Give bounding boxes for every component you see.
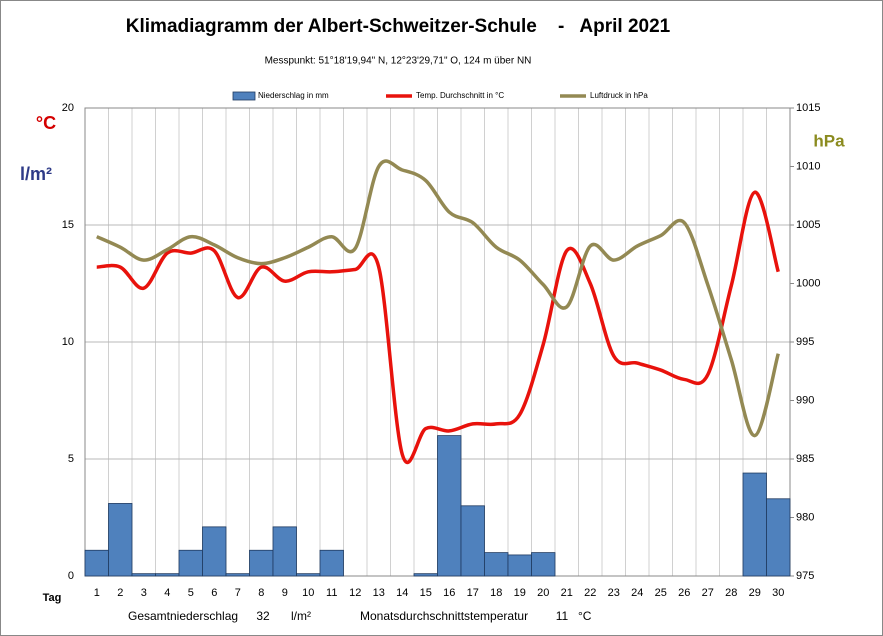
y-tick-label: 20 — [62, 102, 74, 114]
x-tick-label: 4 — [164, 587, 170, 599]
x-tick-label: 21 — [561, 587, 573, 599]
bar — [155, 573, 180, 577]
x-tick-label: 25 — [655, 587, 667, 599]
bar — [460, 505, 485, 577]
x-tick-label: 5 — [188, 587, 194, 599]
summary-label: Gesamtniederschlag — [128, 609, 238, 623]
x-tick-label: 22 — [584, 587, 596, 599]
x-tick-label: 2 — [117, 587, 123, 599]
legend-swatch — [232, 91, 256, 101]
bar — [742, 472, 767, 577]
y2-tick-label: 1015 — [796, 102, 820, 114]
y2-tick-label: 1010 — [796, 160, 820, 172]
x-tick-label: 12 — [349, 587, 361, 599]
bar — [131, 573, 156, 577]
y2-tick-label: 980 — [796, 511, 814, 523]
x-tick-label: 28 — [725, 587, 737, 599]
bar — [484, 552, 509, 577]
summary-value: 11 — [556, 609, 569, 623]
chart-subtitle: Messpunkt: 51°18'19,94" N, 12°23'29,71" … — [265, 56, 532, 67]
x-tick-label: 11 — [326, 587, 337, 599]
bar — [296, 573, 321, 577]
x-tick-label: 16 — [443, 587, 455, 599]
x-tick-label: 30 — [772, 587, 784, 599]
legend-label: Niederschlag in mm — [258, 91, 329, 100]
bar — [531, 552, 556, 577]
summary-label: Monatsdurchschnittstemperatur — [360, 609, 528, 623]
y2-tick-label: 985 — [796, 453, 814, 465]
summary-value: 32 — [256, 609, 270, 623]
bar — [319, 549, 344, 577]
y-axis-label: l/m² — [20, 164, 52, 184]
bar — [225, 573, 250, 577]
bar — [413, 573, 438, 577]
x-tick-label: 24 — [631, 587, 643, 599]
bar — [202, 526, 227, 577]
bar — [437, 435, 462, 577]
y-tick-label: 15 — [62, 219, 74, 231]
bar — [766, 498, 791, 577]
bar — [507, 554, 532, 577]
x-tick-label: 17 — [467, 587, 479, 599]
legend-label: Luftdruck in hPa — [590, 91, 648, 100]
x-tick-label: 15 — [420, 587, 432, 599]
bar — [178, 549, 203, 577]
x-tick-label: 7 — [235, 587, 241, 599]
x-tick-label: 9 — [282, 587, 288, 599]
bar — [249, 549, 274, 577]
bar — [272, 526, 297, 577]
x-tick-label: 14 — [396, 587, 408, 599]
y-tick-label: 10 — [62, 336, 74, 348]
x-tick-label: 27 — [702, 587, 714, 599]
x-tick-label: 8 — [258, 587, 264, 599]
x-tick-label: 19 — [514, 587, 526, 599]
chart-title: Klimadiagramm der Albert-Schweitzer-Schu… — [126, 16, 671, 37]
bar — [108, 503, 133, 577]
x-tick-label: 20 — [537, 587, 549, 599]
y2-tick-label: 990 — [796, 394, 814, 406]
line — [96, 159, 780, 438]
y-axis-label: °C — [36, 113, 56, 133]
x-tick-label: 26 — [678, 587, 690, 599]
x-axis-label: Tag — [43, 592, 62, 604]
y2-tick-label: 995 — [796, 336, 814, 348]
x-tick-label: 10 — [302, 587, 314, 599]
y-tick-label: 5 — [68, 453, 74, 465]
x-tick-label: 13 — [373, 587, 385, 599]
line — [96, 190, 780, 465]
y2-tick-label: 1000 — [796, 277, 820, 289]
legend-label: Temp. Durchschnitt in °C — [416, 91, 504, 100]
x-tick-label: 1 — [94, 587, 100, 599]
y-tick-label: 0 — [68, 570, 74, 582]
x-tick-label: 29 — [749, 587, 761, 599]
x-tick-label: 3 — [141, 587, 147, 599]
bar — [84, 549, 109, 577]
summary-unit: °C — [578, 609, 592, 623]
summary-unit: l/m² — [291, 609, 311, 623]
x-tick-label: 23 — [608, 587, 620, 599]
y2-tick-label: 975 — [796, 570, 814, 582]
y2-tick-label: 1005 — [796, 219, 820, 231]
y2-axis-label: hPa — [813, 131, 845, 150]
x-tick-label: 6 — [211, 587, 217, 599]
x-tick-label: 18 — [490, 587, 502, 599]
